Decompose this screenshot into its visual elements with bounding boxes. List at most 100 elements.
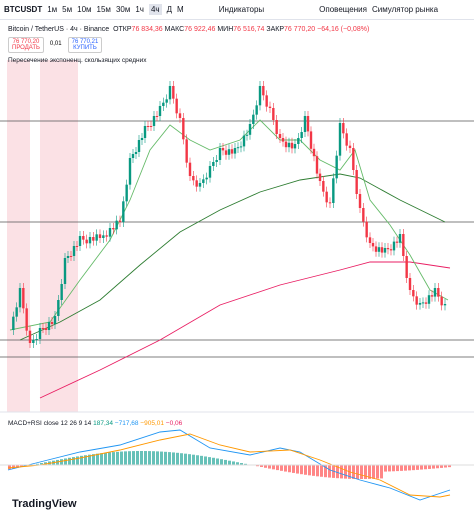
candle (152, 116, 156, 126)
candle (306, 116, 310, 132)
histogram-bar (328, 465, 331, 478)
candle (215, 160, 218, 162)
legend: Bitcoin / TetherUS · 4ч · Binance ОТКР76… (8, 26, 369, 33)
signal-line (7, 433, 451, 498)
trade-panel: 76 770,20 ПРОДАТЬ 0,01 76 770,21 КУПИТЬ (8, 37, 103, 53)
interval[interactable]: М (177, 5, 184, 14)
histogram-bar (116, 451, 119, 465)
candle (212, 162, 215, 166)
histogram-bar (272, 465, 275, 470)
buy-button[interactable]: 76 770,21 КУПИТЬ (67, 37, 103, 53)
candle (312, 148, 316, 157)
histogram-bar (408, 465, 411, 471)
histogram-bar (384, 465, 387, 472)
histogram-bar (236, 462, 239, 465)
interval[interactable]: 10м (77, 5, 92, 14)
sell-button[interactable]: 76 770,20 ПРОДАТЬ (8, 37, 44, 53)
candle (35, 339, 38, 340)
candle (287, 142, 291, 148)
candle (57, 300, 60, 316)
candle (22, 288, 25, 309)
candle (293, 144, 297, 149)
candle (69, 256, 73, 257)
candle (175, 98, 178, 114)
qty: 0,01 (49, 41, 62, 47)
candle (50, 322, 54, 324)
candle (115, 220, 118, 230)
histogram-bar (172, 452, 175, 465)
histogram-bar (372, 465, 375, 479)
histogram-bar (280, 465, 283, 471)
candle (272, 108, 275, 120)
histogram-bar (196, 455, 199, 465)
candle (41, 328, 45, 329)
candle (437, 288, 440, 297)
candle (430, 295, 434, 297)
candle (75, 246, 79, 247)
candle (63, 258, 67, 284)
interval[interactable]: 1ч (135, 5, 144, 14)
interval[interactable]: 1м (47, 5, 58, 14)
candle (137, 140, 141, 152)
candle (218, 148, 222, 160)
candle (178, 113, 182, 118)
histogram-bar (168, 452, 171, 465)
candle (371, 243, 375, 247)
histogram-bar (424, 465, 427, 470)
histogram-bar (336, 465, 339, 479)
indicators[interactable]: Индикаторы (218, 5, 265, 14)
candle (358, 194, 362, 208)
interval[interactable]: 4ч (148, 4, 162, 15)
candle (325, 191, 328, 203)
candle (32, 340, 35, 343)
histogram-bar (400, 465, 403, 471)
histogram-bar (340, 465, 343, 479)
candle (85, 239, 88, 244)
candle (125, 184, 128, 202)
histogram-bar (344, 465, 347, 479)
histogram-bar (8, 465, 11, 470)
change: −64,16 (−0,08%) (317, 26, 370, 33)
candle (309, 131, 313, 149)
replay[interactable]: Симулятор рынка (371, 5, 439, 14)
candle (248, 124, 252, 135)
histogram-bar (244, 463, 247, 465)
candle (198, 183, 202, 187)
candle (332, 178, 335, 203)
interval[interactable]: Д (166, 5, 173, 14)
histogram-bar (40, 463, 43, 465)
candle (155, 116, 159, 117)
candle (168, 86, 172, 100)
candle (162, 102, 165, 106)
candle (134, 152, 138, 154)
interval[interactable]: 30м (115, 5, 131, 14)
candle (275, 120, 278, 134)
interval[interactable]: 5м (62, 5, 73, 14)
candle (281, 138, 285, 142)
macd-line (7, 429, 451, 501)
candle (245, 134, 249, 136)
histogram-bar (120, 451, 123, 465)
candle (315, 156, 319, 174)
histogram-bar (428, 465, 431, 469)
candle (18, 288, 22, 308)
candle (383, 248, 387, 253)
zone (7, 60, 30, 412)
alerts[interactable]: Оповещения (319, 5, 367, 14)
candle (415, 296, 418, 305)
candle (102, 235, 105, 238)
candle (233, 148, 237, 154)
histogram-bar (192, 454, 195, 465)
histogram-bar (228, 460, 231, 465)
histogram-bar (352, 465, 355, 479)
candle (131, 154, 135, 158)
value: −717,68 (114, 420, 139, 427)
histogram-bar (220, 459, 223, 465)
histogram-bar (364, 465, 367, 479)
interval[interactable]: 15м (96, 5, 111, 14)
symbol[interactable]: BTCUSDT (4, 5, 43, 14)
histogram-bar (156, 451, 159, 465)
label: МИН (217, 26, 234, 33)
candle (365, 221, 368, 238)
candle (380, 247, 384, 253)
